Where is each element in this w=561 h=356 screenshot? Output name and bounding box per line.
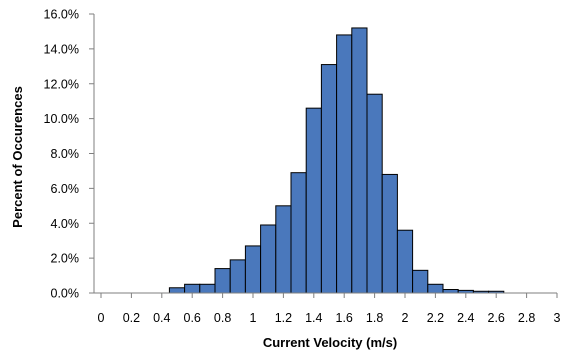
histogram-bar-18 (442, 289, 459, 294)
x-tick-label: 0.2 (123, 311, 140, 325)
histogram-bar-5 (244, 245, 262, 294)
x-tick-label: 2.8 (518, 311, 535, 325)
histogram-bar-16 (412, 269, 429, 294)
histogram-bar-15 (396, 229, 414, 294)
y-tick-label: 4.0% (51, 217, 80, 231)
y-tick-label: 0.0% (51, 287, 80, 301)
histogram-bar-3 (214, 268, 231, 294)
x-tick-label: 2.6 (488, 311, 505, 325)
y-tick-label: 16.0% (44, 8, 79, 22)
histogram-bar-17 (427, 283, 444, 294)
x-tick-label: 0.8 (214, 311, 231, 325)
histogram-bar-10 (320, 64, 338, 294)
x-tick-label: 1.2 (275, 311, 292, 325)
y-tick-label: 12.0% (44, 77, 79, 91)
histogram-bar-4 (229, 259, 246, 294)
histogram-bar-0 (168, 287, 186, 294)
histogram-bar-13 (366, 93, 383, 294)
histogram-bar-9 (305, 107, 322, 294)
histogram-bar-7 (275, 205, 292, 294)
histogram-bar-14 (381, 173, 398, 294)
histogram-bar-6 (260, 224, 277, 294)
histogram-bar-2 (199, 283, 216, 294)
y-tick-labels: 0.0% 2.0% 4.0% 6.0% 8.0% 10.0% 12.0% 14.0% 16.0% (44, 8, 79, 301)
y-axis-title: Percent of Occurences (10, 86, 25, 228)
x-tick-label: 0.6 (184, 311, 201, 325)
bars-group (168, 27, 505, 294)
x-tick-labels: 0 0.2 0.4 0.6 0.8 1 1.2 1.4 1.6 1.8 2 2.2 2.4 2.6 2.8 3 (98, 311, 561, 325)
histogram-bar-11 (336, 34, 353, 294)
x-tick-label: 3 (554, 311, 561, 325)
x-tick-label: 1 (250, 311, 257, 325)
y-tick-label: 6.0% (51, 182, 80, 196)
x-tick-label: 2 (402, 311, 409, 325)
y-tick-label: 14.0% (44, 42, 79, 56)
axes-group (89, 13, 558, 298)
histogram-bar-1 (184, 283, 201, 294)
histogram-bar-12 (351, 27, 368, 294)
x-tick-label: 0 (98, 311, 105, 325)
x-tick-label: 0.4 (153, 311, 170, 325)
x-tick-label: 1.4 (305, 311, 322, 325)
x-tick-label: 1.6 (336, 311, 353, 325)
x-tick-label: 2.4 (457, 311, 474, 325)
y-tick-label: 2.0% (51, 252, 80, 266)
x-tick-label: 2.2 (427, 311, 444, 325)
x-axis-title: Current Velocity (m/s) (263, 335, 397, 350)
y-tick-label: 8.0% (51, 147, 80, 161)
x-tick-label: 1.8 (366, 311, 383, 325)
y-tick-label: 10.0% (44, 112, 79, 126)
histogram-bar-8 (290, 172, 307, 294)
